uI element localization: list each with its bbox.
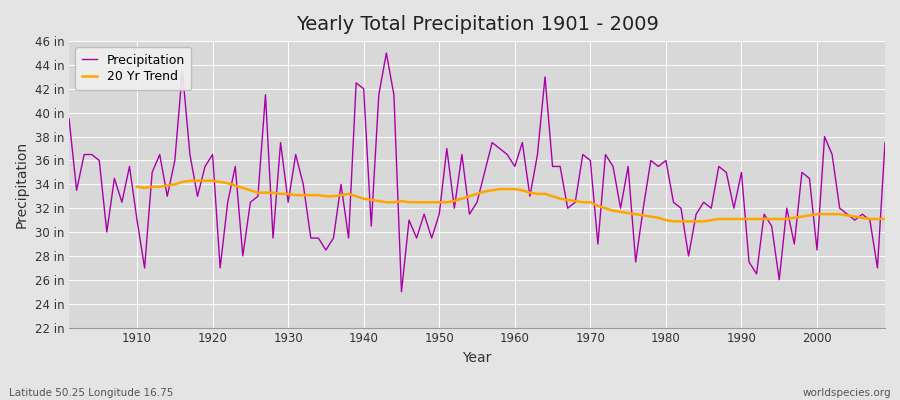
20 Yr Trend — [184, 178, 195, 183]
20 Yr Trend — [668, 219, 679, 224]
Legend: Precipitation, 20 Yr Trend: Precipitation, 20 Yr Trend — [76, 47, 191, 90]
Title: Yearly Total Precipitation 1901 - 2009: Yearly Total Precipitation 1901 - 2009 — [295, 15, 659, 34]
Precipitation — [124, 164, 135, 169]
Precipitation — [525, 194, 535, 199]
20 Yr Trend — [313, 193, 324, 198]
Text: worldspecies.org: worldspecies.org — [803, 388, 891, 398]
Precipitation — [879, 140, 890, 145]
Precipitation — [291, 152, 302, 157]
X-axis label: Year: Year — [463, 351, 491, 365]
Precipitation — [616, 206, 626, 211]
Text: Latitude 50.25 Longitude 16.75: Latitude 50.25 Longitude 16.75 — [9, 388, 174, 398]
20 Yr Trend — [283, 192, 293, 196]
Line: 20 Yr Trend: 20 Yr Trend — [137, 181, 885, 221]
Line: Precipitation: Precipitation — [69, 53, 885, 292]
Precipitation — [381, 51, 392, 56]
Y-axis label: Precipitation: Precipitation — [15, 141, 29, 228]
20 Yr Trend — [834, 212, 845, 216]
20 Yr Trend — [131, 184, 142, 189]
20 Yr Trend — [525, 190, 535, 195]
Precipitation — [64, 116, 75, 121]
20 Yr Trend — [585, 200, 596, 205]
20 Yr Trend — [857, 215, 868, 220]
Precipitation — [396, 289, 407, 294]
Precipitation — [517, 140, 527, 145]
20 Yr Trend — [879, 216, 890, 221]
Precipitation — [336, 182, 346, 187]
